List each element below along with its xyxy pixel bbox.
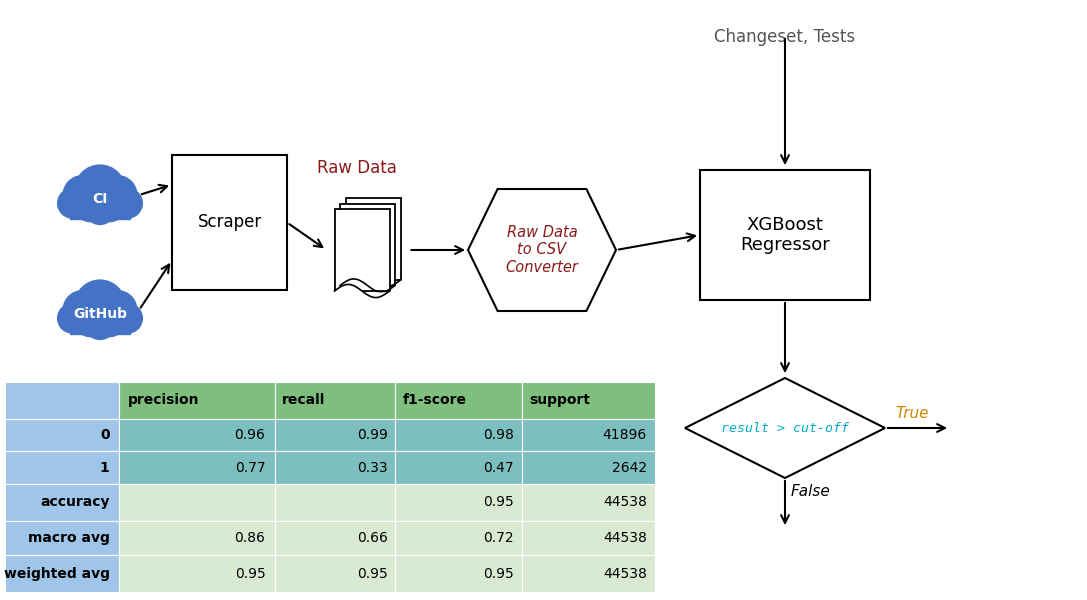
Bar <box>5 555 118 592</box>
Bar <box>118 419 275 451</box>
Text: Changeset, Tests: Changeset, Tests <box>714 28 855 46</box>
Text: 41896: 41896 <box>603 428 647 442</box>
Bar <box>275 419 395 451</box>
Bar <box>522 382 655 419</box>
Text: Scraper: Scraper <box>198 214 262 232</box>
Bar <box>340 203 395 286</box>
Bar <box>5 382 118 419</box>
Polygon shape <box>685 378 885 478</box>
Text: precision: precision <box>128 394 200 407</box>
Bar <box>395 382 522 419</box>
Bar <box>118 484 275 521</box>
Text: accuracy: accuracy <box>40 495 110 509</box>
Circle shape <box>91 187 127 221</box>
Text: f1-score: f1-score <box>402 394 466 407</box>
Text: result > cut-off: result > cut-off <box>721 421 849 434</box>
Bar <box>118 521 275 555</box>
Bar <box>395 451 522 484</box>
Text: False: False <box>791 484 830 499</box>
Text: XGBoost
Regressor: XGBoost Regressor <box>740 215 829 254</box>
Circle shape <box>98 290 137 329</box>
Text: 0.95: 0.95 <box>484 495 514 509</box>
Bar <box>5 419 118 451</box>
Text: Raw Data
to CSV
Converter: Raw Data to CSV Converter <box>505 225 578 275</box>
Circle shape <box>75 280 125 331</box>
Text: 44538: 44538 <box>603 495 647 509</box>
Text: GitHub: GitHub <box>73 307 127 320</box>
Text: 0.47: 0.47 <box>484 461 514 475</box>
Text: 44538: 44538 <box>603 566 647 581</box>
Text: 0.98: 0.98 <box>484 428 514 442</box>
Bar <box>5 521 118 555</box>
Bar <box>70 209 130 219</box>
Circle shape <box>113 304 142 333</box>
Bar <box>522 484 655 521</box>
Bar <box>522 451 655 484</box>
Bar <box>275 555 395 592</box>
Text: 0.33: 0.33 <box>358 461 388 475</box>
Bar <box>70 324 130 334</box>
Bar <box>522 555 655 592</box>
Circle shape <box>85 310 115 340</box>
Bar <box>118 451 275 484</box>
Text: Raw Data: Raw Data <box>317 159 397 177</box>
Bar <box>700 170 870 300</box>
Circle shape <box>73 302 109 337</box>
Bar <box>395 419 522 451</box>
Text: 0.86: 0.86 <box>235 531 265 545</box>
Circle shape <box>75 165 125 215</box>
Bar <box>522 521 655 555</box>
Circle shape <box>63 290 102 329</box>
Text: 0.95: 0.95 <box>357 566 388 581</box>
Bar <box>5 484 118 521</box>
Text: support: support <box>529 394 590 407</box>
Bar <box>118 382 275 419</box>
Circle shape <box>98 176 137 214</box>
Bar <box>275 521 395 555</box>
Bar <box>275 484 395 521</box>
Text: CI: CI <box>92 191 108 206</box>
Text: macro avg: macro avg <box>28 531 110 545</box>
Circle shape <box>91 302 127 337</box>
Bar <box>395 521 522 555</box>
Bar <box>118 555 275 592</box>
Text: 2642: 2642 <box>612 461 647 475</box>
Circle shape <box>58 188 87 218</box>
Bar <box>172 155 287 290</box>
Polygon shape <box>468 189 616 311</box>
Text: 44538: 44538 <box>603 531 647 545</box>
Bar <box>5 451 118 484</box>
Text: 0.66: 0.66 <box>357 531 388 545</box>
Text: 0.96: 0.96 <box>235 428 265 442</box>
Circle shape <box>113 188 142 218</box>
Text: 0.95: 0.95 <box>484 566 514 581</box>
Text: weighted avg: weighted avg <box>3 566 110 581</box>
Bar <box>275 451 395 484</box>
Bar <box>275 382 395 419</box>
Bar <box>522 419 655 451</box>
Bar <box>346 198 400 280</box>
Bar <box>395 484 522 521</box>
Text: 0.77: 0.77 <box>235 461 265 475</box>
Bar <box>395 555 522 592</box>
Circle shape <box>58 304 87 333</box>
Text: recall: recall <box>282 394 325 407</box>
Text: 0.99: 0.99 <box>357 428 388 442</box>
Text: 0.95: 0.95 <box>235 566 265 581</box>
Text: 1: 1 <box>100 461 110 475</box>
Bar <box>335 209 389 291</box>
Circle shape <box>73 187 109 221</box>
Circle shape <box>85 195 115 224</box>
Text: 0.72: 0.72 <box>484 531 514 545</box>
Circle shape <box>63 176 102 214</box>
Text: True: True <box>895 406 928 421</box>
Text: 0: 0 <box>100 428 110 442</box>
